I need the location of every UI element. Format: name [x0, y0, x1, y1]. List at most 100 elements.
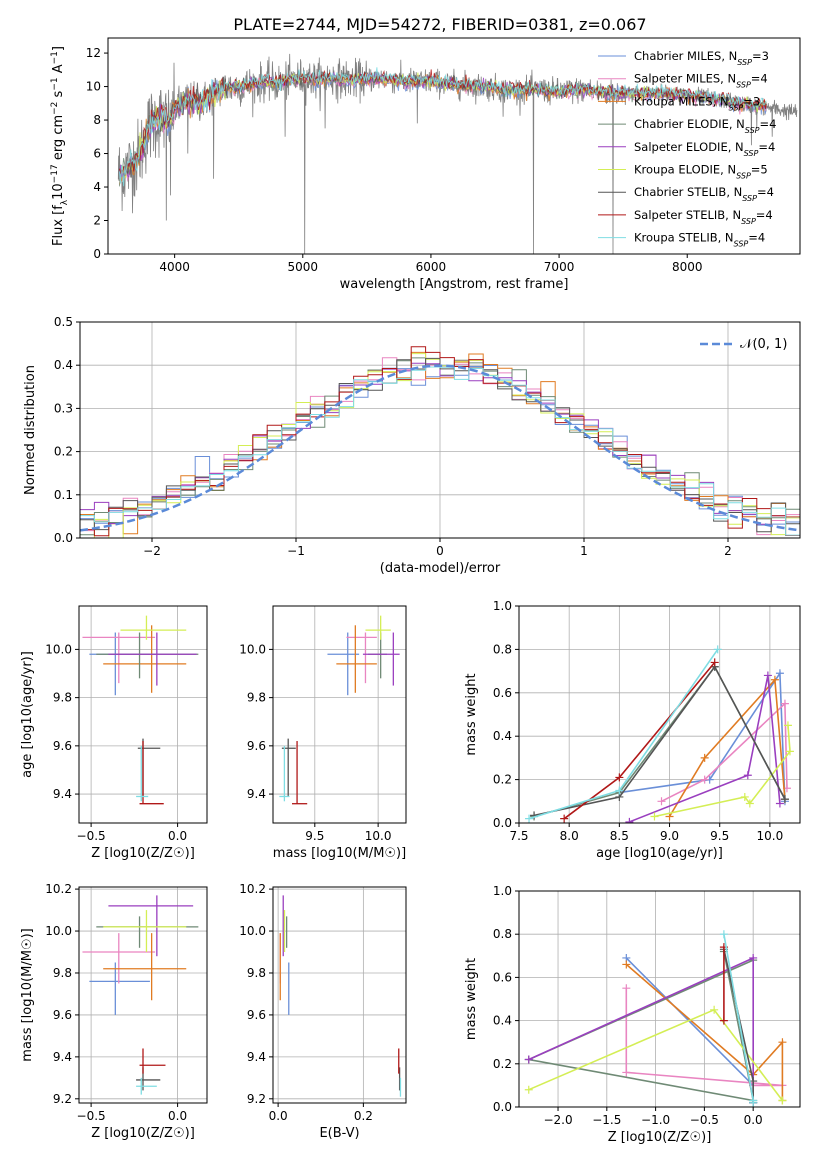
legend-label-part: =4	[756, 208, 773, 222]
plot-area	[524, 930, 787, 1107]
mass-vs-metallicity-panel: −0.5 0.0 9.2 9.4 9.6 9.8 10.0 10.2 Z [log10(Z/Z☉…	[20, 882, 208, 1141]
legend-label-part: SSP	[736, 80, 751, 89]
x-tick-label: −1.0	[641, 1113, 670, 1127]
x-axis-label: age [log10(age/yr)]	[596, 846, 723, 861]
y-tick-label: 0.3	[54, 401, 73, 415]
x-axis-label: wavelength [Angstrom, rest frame]	[340, 277, 569, 292]
x-tick-label: 4000	[159, 260, 190, 274]
x-tick-label: 0	[436, 544, 444, 558]
y-tick-label: 0.0	[493, 1100, 512, 1114]
legend-label-part: SSP	[734, 239, 749, 248]
x-tick-label: 9.0	[660, 829, 679, 843]
x-axis-label: Z [log10(Z/Z☉)]	[608, 1130, 712, 1145]
weight-marker-salpeter-miles	[780, 699, 789, 708]
x-tick-label: 0.2	[354, 1109, 373, 1123]
legend-label-part: Chabrier ELODIE, N	[634, 117, 745, 131]
mass-vs-ebv-panel: 0.0 0.2 9.2 9.4 9.6 9.8 10.0 10.2 E(B-V)	[239, 882, 407, 1141]
weight-marker-kroupa-stelib	[713, 645, 722, 654]
legend-label-part: Chabrier MILES, N	[634, 49, 737, 63]
y-tick-label: 10.0	[239, 924, 266, 938]
weight-marker-kroupa-miles	[622, 960, 631, 969]
legend-label-part: Kroupa STELIB, N	[634, 231, 734, 245]
y-tick-label: 0.0	[54, 531, 73, 545]
y-axis-label-part: −2	[50, 102, 60, 115]
x-tick-label: 8.0	[560, 829, 579, 843]
legend-label-part: Kroupa ELODIE, N	[634, 163, 736, 177]
y-tick-label: 9.4	[247, 1050, 266, 1064]
y-tick-label: 6	[93, 147, 101, 161]
legend-label-part: Salpeter ELODIE, N	[634, 140, 744, 154]
legend-label: Salpeter ELODIE, NSSP=4	[634, 140, 775, 158]
y-axis-label: mass [log10(M/M☉)]	[20, 928, 35, 1061]
y-axis-label-part: ]	[51, 46, 66, 51]
x-tick-label: 0.0	[744, 1113, 763, 1127]
legend-label-part: SSP	[744, 148, 759, 157]
age-vs-mass-panel: 9.5 10.0 9.4 9.6 9.8 10.0 mass [log10(M/M☉)]	[239, 605, 407, 861]
weight-marker-kroupa-elodie	[745, 799, 754, 808]
x-tick-label: 5000	[288, 260, 319, 274]
y-tick-label: 0.8	[493, 927, 512, 941]
y-axis-label: Normed distribution	[23, 365, 38, 495]
y-tick-label: 0.4	[493, 729, 512, 743]
y-tick-label: 8	[93, 113, 101, 127]
plot-area	[279, 615, 400, 805]
axes-frame	[518, 605, 801, 824]
weight-marker-kroupa-elodie	[740, 792, 749, 801]
plot-area	[82, 895, 199, 1095]
legend-label-part: SSP	[737, 58, 752, 67]
plot-area	[80, 346, 800, 538]
weight-marker-salpeter-stelib	[719, 1016, 728, 1025]
y-tick-label: 0	[93, 247, 101, 261]
weight-line-chabrier-elodie	[526, 951, 755, 1102]
legend-label-part: Salpeter MILES, N	[634, 72, 736, 86]
weight-marker-salpeter-stelib	[560, 814, 569, 823]
spectrum-panel: 4000 5000 6000 7000 8000 0 2 4 6 8 10 12 wavelength …	[50, 37, 801, 292]
y-tick-label: 10	[86, 80, 101, 94]
weight-marker-salpeter-elodie	[763, 671, 772, 680]
y-axis-label: Flux [fλ10−17 erg cm−2 s−1 A−1]	[50, 46, 70, 246]
x-tick-label: 0.0	[168, 829, 187, 843]
y-tick-label: 0.0	[493, 816, 512, 830]
y-axis-label-part: erg cm	[51, 115, 66, 164]
mass-weight-vs-age-panel: 7.5 8.0 8.5 9.0 9.5 10.0 0.0 0.2 0.4 0.6 0.8 1.0 age…	[464, 599, 801, 861]
y-axis-label-part: −1	[50, 77, 60, 90]
x-tick-label: −1	[287, 544, 305, 558]
y-tick-label: 9.6	[247, 739, 266, 753]
x-axis-label: (data-model)/error	[380, 561, 501, 576]
histogram-kroupa-stelib	[80, 366, 800, 536]
y-tick-label: 0.6	[493, 686, 512, 700]
weight-marker-salpeter-miles	[622, 1068, 631, 1077]
legend-label-part: =4	[760, 117, 777, 131]
residuals-panel: −2 −1 0 1 2 0.0 0.1 0.2 0.3 0.4 0.5 (data-model)/er…	[23, 315, 801, 576]
y-tick-label: 0.2	[493, 1057, 512, 1071]
weight-marker-salpeter-elodie	[625, 817, 634, 823]
weight-marker-kroupa-elodie	[785, 747, 794, 756]
x-tick-label: −0.5	[77, 829, 106, 843]
axes-frame	[78, 605, 208, 824]
weight-line-salpeter-elodie	[528, 956, 754, 1103]
y-tick-label: 9.8	[247, 691, 266, 705]
y-tick-label: 9.6	[247, 1008, 266, 1022]
y-tick-label: 10.0	[239, 642, 266, 656]
weight-marker-kroupa-elodie	[524, 1085, 533, 1094]
legend-label: 𝒩(0, 1)	[740, 337, 787, 352]
legend-label-part: =4	[748, 231, 765, 245]
weight-line-chabrier-miles	[619, 670, 786, 802]
y-tick-label: 0.6	[493, 970, 512, 984]
x-axis-label: E(B-V)	[319, 1126, 359, 1141]
weight-line-kroupa-miles	[668, 677, 786, 817]
axes-frame	[107, 37, 801, 255]
legend-label-part: =5	[751, 163, 768, 177]
mass-weight-vs-metallicity-panel: −2.0 −1.5 −1.0 −0.5 0.0 0.0 0.2 0.4 0.6 0.8 1.0 Z […	[464, 884, 801, 1145]
x-axis-label: Z [log10(Z/Z☉)]	[91, 1126, 195, 1141]
weight-marker-kroupa-stelib	[525, 814, 534, 823]
x-tick-label: 7000	[544, 260, 575, 274]
y-tick-label: 0.4	[54, 358, 73, 372]
weight-marker-kroupa-elodie	[710, 1005, 719, 1014]
weight-marker-kroupa-miles	[778, 1038, 787, 1047]
legend-label: Salpeter STELIB, NSSP=4	[634, 208, 773, 226]
x-tick-label: 0.0	[168, 1109, 187, 1123]
age-vs-metallicity-panel: −0.5 0.0 9.4 9.6 9.8 10.0 Z [log10(Z/Z☉)] age […	[20, 605, 208, 861]
y-axis-label: age [log10(age/yr)]	[20, 651, 35, 778]
